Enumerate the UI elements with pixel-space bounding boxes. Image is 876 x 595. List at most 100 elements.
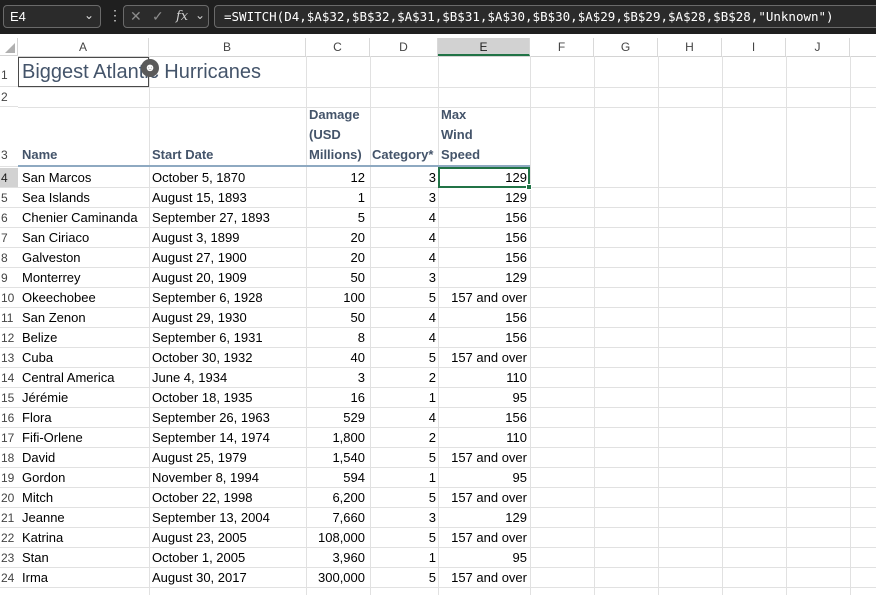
cell-name[interactable]: Fifi-Orlene [22, 430, 83, 445]
cell-name[interactable]: Sea Islands [22, 190, 90, 205]
row-header-5[interactable]: 5 [0, 188, 18, 208]
cell-wind[interactable]: 95 [512, 550, 527, 565]
cell-date[interactable]: September 27, 1893 [152, 210, 270, 225]
column-header-b[interactable]: B [149, 38, 306, 56]
cell-wind[interactable]: 156 [505, 230, 527, 245]
row-header-23[interactable]: 23 [0, 548, 18, 568]
cell-wind[interactable]: 157 and over [451, 450, 527, 465]
cell-wind[interactable]: 157 and over [451, 290, 527, 305]
cell-date[interactable]: August 25, 1979 [152, 450, 247, 465]
cell-damage[interactable]: 6,200 [332, 490, 365, 505]
column-header-f[interactable]: F [530, 38, 594, 56]
row-header-16[interactable]: 16 [0, 408, 18, 428]
cell-date[interactable]: August 23, 2005 [152, 530, 247, 545]
cell-name[interactable]: Belize [22, 330, 58, 345]
cell-category[interactable]: 3 [428, 270, 436, 285]
cell-wind[interactable]: 129 [505, 190, 527, 205]
cell-name[interactable]: Gordon [22, 470, 66, 485]
row-header-18[interactable]: 18 [0, 448, 18, 468]
cell-category[interactable]: 1 [428, 470, 436, 485]
formula-input[interactable]: =SWITCH(D4,$A$32,$B$32,$A$31,$B$31,$A$30… [214, 5, 876, 28]
cell-date[interactable]: October 22, 1998 [152, 490, 253, 505]
cell-category[interactable]: 5 [428, 450, 436, 465]
cell-damage[interactable]: 1,800 [332, 430, 365, 445]
cell-damage[interactable]: 50 [350, 270, 365, 285]
cell-damage[interactable]: 529 [343, 410, 365, 425]
column-header-g[interactable]: G [594, 38, 658, 56]
row-header-10[interactable]: 10 [0, 288, 18, 308]
cell-damage[interactable]: 3,960 [332, 550, 365, 565]
chevron-down-icon[interactable]: ⌄ [83, 8, 94, 22]
cell-date[interactable]: September 13, 2004 [152, 510, 270, 525]
cell-damage[interactable]: 1 [357, 190, 365, 205]
cell-damage[interactable]: 8 [357, 330, 365, 345]
cell-date[interactable]: September 6, 1928 [152, 290, 263, 305]
cell-category[interactable]: 4 [428, 210, 436, 225]
row-header-21[interactable]: 21 [0, 508, 18, 528]
cell-wind[interactable]: 129 [505, 510, 527, 525]
row-header-8[interactable]: 8 [0, 248, 18, 268]
cell-wind[interactable]: 156 [505, 210, 527, 225]
row-header-4[interactable]: 4 [0, 168, 18, 188]
cell-wind[interactable]: 157 and over [451, 350, 527, 365]
active-cell-selection[interactable] [438, 167, 530, 188]
cell-date[interactable]: August 30, 2017 [152, 570, 247, 585]
cell-damage[interactable]: 300,000 [318, 570, 365, 585]
cell-category[interactable]: 5 [428, 490, 436, 505]
row-header-1[interactable]: 1 [0, 57, 18, 87]
cell-damage[interactable]: 50 [350, 310, 365, 325]
row-header-11[interactable]: 11 [0, 308, 18, 328]
cell-damage[interactable]: 20 [350, 250, 365, 265]
column-header-h[interactable]: H [658, 38, 722, 56]
column-header-e[interactable]: E [438, 38, 530, 56]
cell-name[interactable]: Monterrey [22, 270, 81, 285]
cell-category[interactable]: 4 [428, 250, 436, 265]
column-header-d[interactable]: D [370, 38, 438, 56]
cell-category[interactable]: 3 [428, 510, 436, 525]
cell-date[interactable]: October 5, 1870 [152, 170, 246, 185]
cell-name[interactable]: Mitch [22, 490, 54, 505]
cell-category[interactable]: 4 [428, 310, 436, 325]
cell-damage[interactable]: 3 [357, 370, 365, 385]
cell-wind[interactable]: 157 and over [451, 530, 527, 545]
row-header-2[interactable]: 2 [0, 87, 18, 107]
row-header-17[interactable]: 17 [0, 428, 18, 448]
cell-category[interactable]: 3 [428, 170, 436, 185]
cell-wind[interactable]: 157 and over [451, 490, 527, 505]
cell-date[interactable]: September 14, 1974 [152, 430, 270, 445]
cell-category[interactable]: 3 [428, 190, 436, 205]
cancel-icon[interactable]: ✕ [130, 8, 142, 24]
cell-name[interactable]: Okeechobee [22, 290, 96, 305]
cell-wind[interactable]: 129 [505, 270, 527, 285]
more-options-icon[interactable]: ⋮ [108, 7, 122, 23]
cell-name[interactable]: San Ciriaco [22, 230, 90, 245]
cell-name[interactable]: Chenier Caminanda [22, 210, 138, 225]
cell-date[interactable]: October 18, 1935 [152, 390, 253, 405]
cell-wind[interactable]: 95 [512, 470, 527, 485]
row-header-14[interactable]: 14 [0, 368, 18, 388]
cell-wind[interactable]: 156 [505, 250, 527, 265]
row-header-19[interactable]: 19 [0, 468, 18, 488]
cell-name[interactable]: Katrina [22, 530, 64, 545]
chevron-down-icon[interactable]: ⌄ [195, 8, 206, 22]
cell-name[interactable]: David [22, 450, 56, 465]
cell-category[interactable]: 2 [428, 370, 436, 385]
column-header-j[interactable]: J [786, 38, 850, 56]
fill-handle[interactable] [526, 184, 532, 190]
cell-date[interactable]: August 20, 1909 [152, 270, 247, 285]
name-box[interactable]: E4 ⌄ [3, 5, 101, 28]
cell-name[interactable]: Cuba [22, 350, 54, 365]
cell-name[interactable]: Irma [22, 570, 48, 585]
select-all-corner[interactable] [0, 38, 18, 56]
cell-date[interactable]: August 27, 1900 [152, 250, 247, 265]
cell-name[interactable]: Jérémie [22, 390, 69, 405]
cell-damage[interactable]: 1,540 [332, 450, 365, 465]
column-header-c[interactable]: C [306, 38, 370, 56]
cell-wind[interactable]: 110 [506, 370, 527, 385]
cell-damage[interactable]: 12 [350, 170, 365, 185]
row-header-24[interactable]: 24 [0, 568, 18, 588]
cell-damage[interactable]: 108,000 [318, 530, 365, 545]
check-icon[interactable]: ✓ [152, 8, 164, 24]
cell-category[interactable]: 1 [428, 550, 436, 565]
cell-date[interactable]: November 8, 1994 [152, 470, 259, 485]
